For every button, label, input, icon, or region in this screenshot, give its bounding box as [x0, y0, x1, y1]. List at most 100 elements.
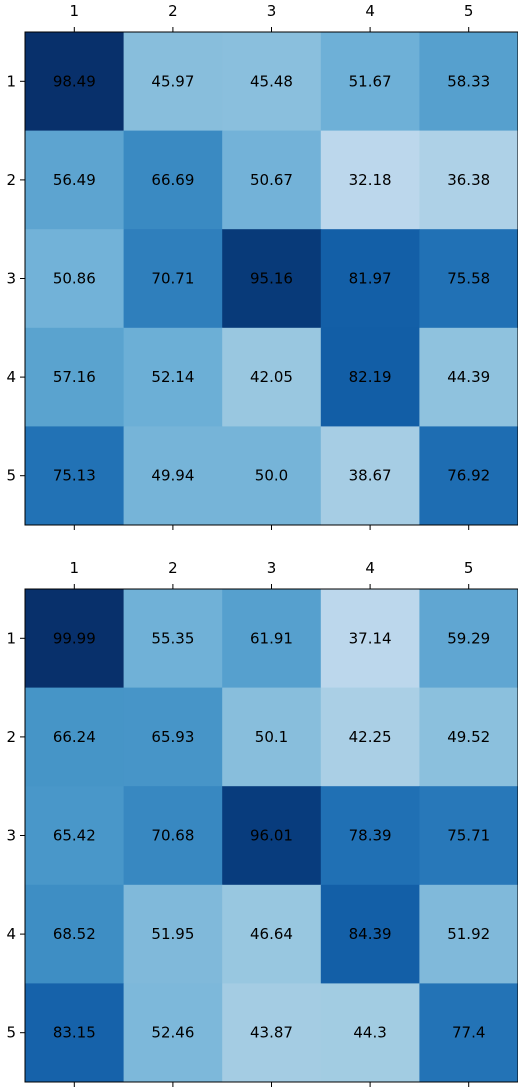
y-tick-label: 2: [6, 728, 16, 746]
heatmap-cell: [222, 327, 322, 427]
heatmap-cell: [123, 327, 223, 427]
cell-value-label: 96.01: [250, 827, 293, 845]
cell-value-label: 84.39: [349, 925, 392, 943]
cell-value-label: 75.58: [447, 270, 490, 288]
x-tick-label: 4: [365, 2, 375, 20]
y-tick-label: 4: [6, 368, 16, 386]
heatmap-cell: [320, 229, 420, 329]
cell-value-label: 99.99: [53, 629, 96, 647]
cell-value-label: 70.71: [151, 270, 194, 288]
heatmap-cell: [25, 884, 125, 984]
cell-value-label: 68.52: [53, 925, 96, 943]
cell-value-label: 51.92: [447, 925, 490, 943]
cell-value-label: 77.4: [452, 1024, 485, 1042]
cell-value-label: 59.29: [447, 629, 490, 647]
heatmap-cell: [222, 983, 322, 1083]
heatmap-cell: [25, 229, 125, 329]
cell-value-label: 65.93: [151, 728, 194, 746]
heatmap-cell: [419, 32, 518, 132]
cell-value-label: 82.19: [349, 368, 392, 386]
heatmap-cell: [25, 130, 125, 230]
cell-value-label: 57.16: [53, 368, 96, 386]
heatmap-cell: [222, 229, 322, 329]
y-tick-label: 5: [6, 467, 16, 485]
cell-value-label: 42.25: [349, 728, 392, 746]
x-tick-label: 2: [168, 2, 178, 20]
heatmap-cell: [320, 426, 420, 526]
cell-value-label: 38.67: [349, 467, 392, 485]
cell-value-label: 44.3: [353, 1024, 386, 1042]
heatmap-cell: [123, 786, 223, 886]
heatmap-cell: [320, 327, 420, 427]
y-tick-label: 5: [6, 1024, 16, 1042]
heatmap-cell: [123, 884, 223, 984]
heatmap-cell: [222, 32, 322, 132]
y-tick-label: 3: [6, 270, 16, 288]
heatmap-cell: [320, 32, 420, 132]
heatmap-cell: [222, 884, 322, 984]
cell-value-label: 65.42: [53, 827, 96, 845]
cell-value-label: 50.86: [53, 270, 96, 288]
heatmap-cell: [25, 786, 125, 886]
heatmap-cell: [123, 32, 223, 132]
x-tick-label: 5: [464, 559, 474, 577]
cell-value-label: 75.71: [447, 827, 490, 845]
cell-value-label: 81.97: [349, 270, 392, 288]
heatmap-cell: [320, 687, 420, 787]
heatmap-panel-2: 99.99 55.35 61.91 37.14 59.29 66.24 65.93 50.1 4…: [6, 559, 518, 1087]
heatmap-cell: [123, 426, 223, 526]
heatmap-cell: [320, 983, 420, 1083]
heatmap-cell: [419, 426, 518, 526]
heatmap-cell: [320, 589, 420, 689]
cell-value-label: 95.16: [250, 270, 293, 288]
heatmap-cell: [419, 884, 518, 984]
cell-value-label: 43.87: [250, 1024, 293, 1042]
y-tick-label: 2: [6, 171, 16, 189]
cell-value-label: 44.39: [447, 368, 490, 386]
cell-value-label: 61.91: [250, 629, 293, 647]
heatmap-cell: [419, 983, 518, 1083]
x-tick-label: 2: [168, 559, 178, 577]
x-tick-label: 4: [365, 559, 375, 577]
heatmap-cell: [123, 983, 223, 1083]
heatmap-panel-1: 98.49 45.97 45.48 51.67 58.33 56.49 66.69 50.67…: [6, 2, 518, 530]
heatmap-cell: [222, 589, 322, 689]
cell-value-label: 49.94: [151, 467, 194, 485]
heatmap-cell: [222, 130, 322, 230]
cell-value-label: 83.15: [53, 1024, 96, 1042]
heatmap-cell: [25, 327, 125, 427]
heatmap-cell: [419, 786, 518, 886]
y-tick-label: 3: [6, 827, 16, 845]
heatmap-cell: [320, 884, 420, 984]
cell-value-label: 36.38: [447, 171, 490, 189]
heatmap-cell: [123, 589, 223, 689]
cell-value-label: 70.68: [151, 827, 194, 845]
cell-value-label: 56.49: [53, 171, 96, 189]
heatmap-cell: [25, 687, 125, 787]
cell-value-label: 76.92: [447, 467, 490, 485]
cell-value-label: 66.24: [53, 728, 96, 746]
y-tick-label: 4: [6, 925, 16, 943]
heatmap-cell: [419, 327, 518, 427]
heatmap-cell: [419, 687, 518, 787]
heatmap-cell: [419, 130, 518, 230]
heatmap-cell: [222, 426, 322, 526]
heatmap-cell: [320, 130, 420, 230]
cell-value-label: 98.49: [53, 72, 96, 90]
cell-value-label: 52.46: [151, 1024, 194, 1042]
x-tick-label: 1: [70, 559, 80, 577]
x-tick-label: 1: [70, 2, 80, 20]
heatmap-cell: [25, 589, 125, 689]
cell-value-label: 52.14: [151, 368, 194, 386]
cell-value-label: 46.64: [250, 925, 293, 943]
x-tick-label: 5: [464, 2, 474, 20]
heatmap-cell: [222, 687, 322, 787]
x-tick-label: 3: [267, 559, 277, 577]
heatmap-cell: [123, 229, 223, 329]
cell-value-label: 55.35: [151, 629, 194, 647]
cell-value-label: 49.52: [447, 728, 490, 746]
heatmap-cell: [25, 32, 125, 132]
cell-value-label: 66.69: [151, 171, 194, 189]
cell-value-label: 58.33: [447, 72, 490, 90]
